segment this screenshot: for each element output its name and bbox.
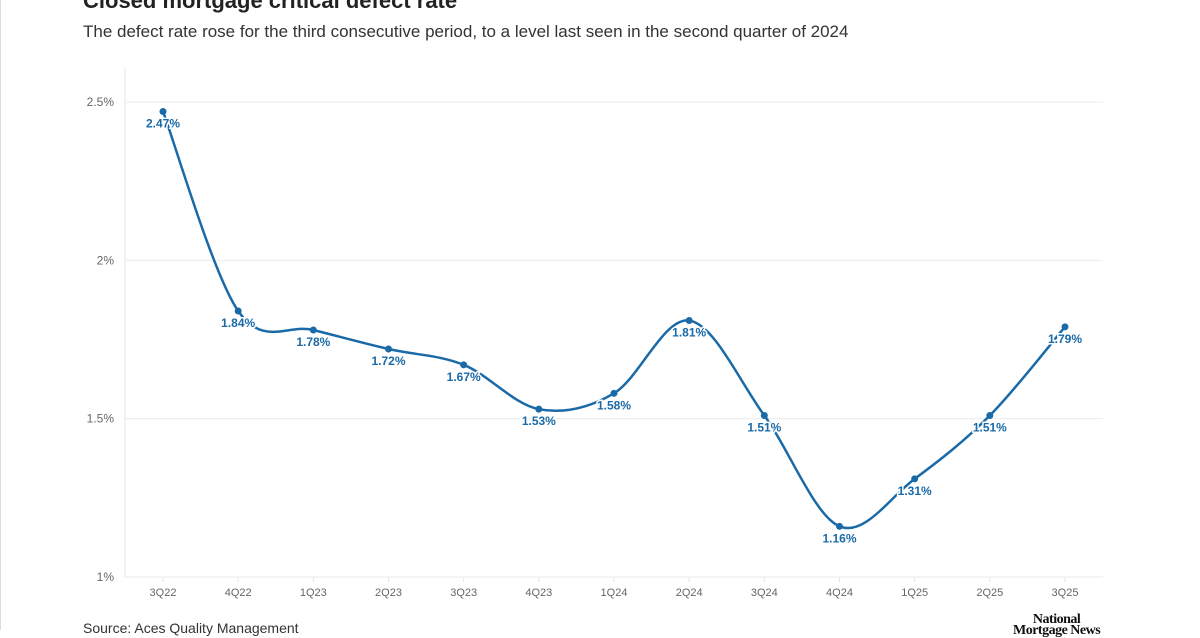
data-label: 2.47% xyxy=(146,117,180,131)
x-tick-label: 4Q22 xyxy=(225,587,252,599)
data-label: 1.51% xyxy=(747,421,781,435)
series-line xyxy=(161,111,1066,530)
y-tick-label: 1.5% xyxy=(87,412,115,426)
data-point xyxy=(836,522,843,530)
data-point xyxy=(911,475,919,483)
data-label: 1.53% xyxy=(522,414,556,428)
data-label: 1.58% xyxy=(597,398,631,412)
data-label: 1.67% xyxy=(447,370,481,384)
x-tick-label: 3Q24 xyxy=(751,587,778,599)
chart-title: Closed mortgage critical defect rate xyxy=(83,0,458,13)
data-label: 1.51% xyxy=(973,421,1007,435)
x-tick-label: 3Q23 xyxy=(450,587,477,599)
x-tick-label: 2Q24 xyxy=(676,587,703,599)
data-point xyxy=(159,108,167,115)
data-point xyxy=(385,345,392,353)
data-label: 1.79% xyxy=(1048,332,1082,346)
data-label: 1.84% xyxy=(221,316,255,330)
data-point xyxy=(986,412,994,419)
y-tick-label: 2% xyxy=(97,253,115,267)
x-tick-label: 3Q22 xyxy=(150,587,177,599)
x-tick-label: 4Q23 xyxy=(525,587,552,599)
x-tick-label: 2Q23 xyxy=(375,587,402,599)
x-tick-label: 2Q25 xyxy=(976,587,1003,599)
data-label: 1.81% xyxy=(672,326,706,340)
y-tick-label: 2.5% xyxy=(87,95,115,109)
data-label: 1.78% xyxy=(296,335,330,349)
data-label: 1.72% xyxy=(371,354,405,368)
data-point xyxy=(535,405,543,413)
x-tick-label: 4Q24 xyxy=(826,587,853,599)
data-point xyxy=(234,307,242,315)
source-note: Source: Aces Quality Management xyxy=(83,620,299,636)
data-point xyxy=(309,326,317,334)
data-point xyxy=(460,361,468,369)
data-label: 1.31% xyxy=(898,484,932,498)
data-point xyxy=(760,412,768,419)
chart-subtitle: The defect rate rose for the third conse… xyxy=(83,22,849,41)
x-tick-label: 1Q24 xyxy=(601,587,628,599)
x-tick-label: 1Q23 xyxy=(300,587,327,599)
data-point xyxy=(685,317,693,324)
data-point xyxy=(1061,323,1069,331)
data-label: 1.16% xyxy=(822,531,856,545)
x-tick-label: 1Q25 xyxy=(901,587,928,599)
y-tick-label: 1% xyxy=(97,570,115,584)
x-tick-label: 3Q25 xyxy=(1052,587,1079,599)
data-point xyxy=(610,389,618,397)
publisher-logo: National Mortgage News xyxy=(1013,612,1101,638)
